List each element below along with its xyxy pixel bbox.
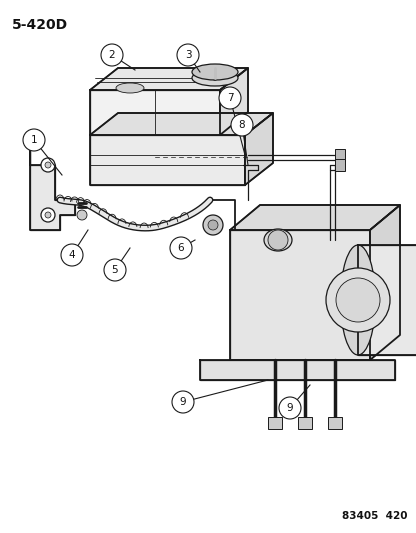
FancyBboxPatch shape [335,159,345,171]
Circle shape [45,212,51,218]
Circle shape [45,162,51,168]
Polygon shape [358,245,416,355]
Polygon shape [90,68,248,90]
Text: 7: 7 [227,93,233,103]
FancyBboxPatch shape [268,417,282,429]
Circle shape [279,397,301,419]
Text: 3: 3 [185,50,191,60]
Circle shape [61,244,83,266]
Polygon shape [245,113,273,185]
Text: 9: 9 [287,403,293,413]
Text: 9: 9 [180,397,186,407]
Polygon shape [370,205,400,360]
Ellipse shape [341,245,376,355]
Polygon shape [200,360,395,380]
Circle shape [23,129,45,151]
Text: 1: 1 [31,135,37,145]
Circle shape [231,114,253,136]
Text: 83405  420: 83405 420 [342,511,408,521]
Polygon shape [90,90,220,135]
Circle shape [203,215,223,235]
FancyBboxPatch shape [298,417,312,429]
Text: 4: 4 [69,250,75,260]
Circle shape [268,230,288,250]
Ellipse shape [192,64,238,80]
Polygon shape [30,150,75,230]
Polygon shape [230,205,400,230]
Circle shape [101,44,123,66]
Text: 2: 2 [109,50,115,60]
Circle shape [208,220,218,230]
Polygon shape [220,68,248,135]
Polygon shape [230,230,370,360]
Circle shape [41,208,55,222]
Ellipse shape [192,70,238,86]
Text: 8: 8 [239,120,245,130]
Text: 5: 5 [111,265,118,275]
Circle shape [172,391,194,413]
Polygon shape [90,113,273,135]
Circle shape [41,158,55,172]
Circle shape [77,210,87,220]
Polygon shape [90,135,245,185]
Ellipse shape [264,229,292,251]
Circle shape [104,259,126,281]
Circle shape [170,237,192,259]
FancyBboxPatch shape [328,417,342,429]
Text: 5-420D: 5-420D [12,18,68,32]
FancyBboxPatch shape [335,149,345,161]
Circle shape [219,87,241,109]
Ellipse shape [116,83,144,93]
Circle shape [336,278,380,322]
Circle shape [326,268,390,332]
Text: 6: 6 [178,243,184,253]
Circle shape [177,44,199,66]
